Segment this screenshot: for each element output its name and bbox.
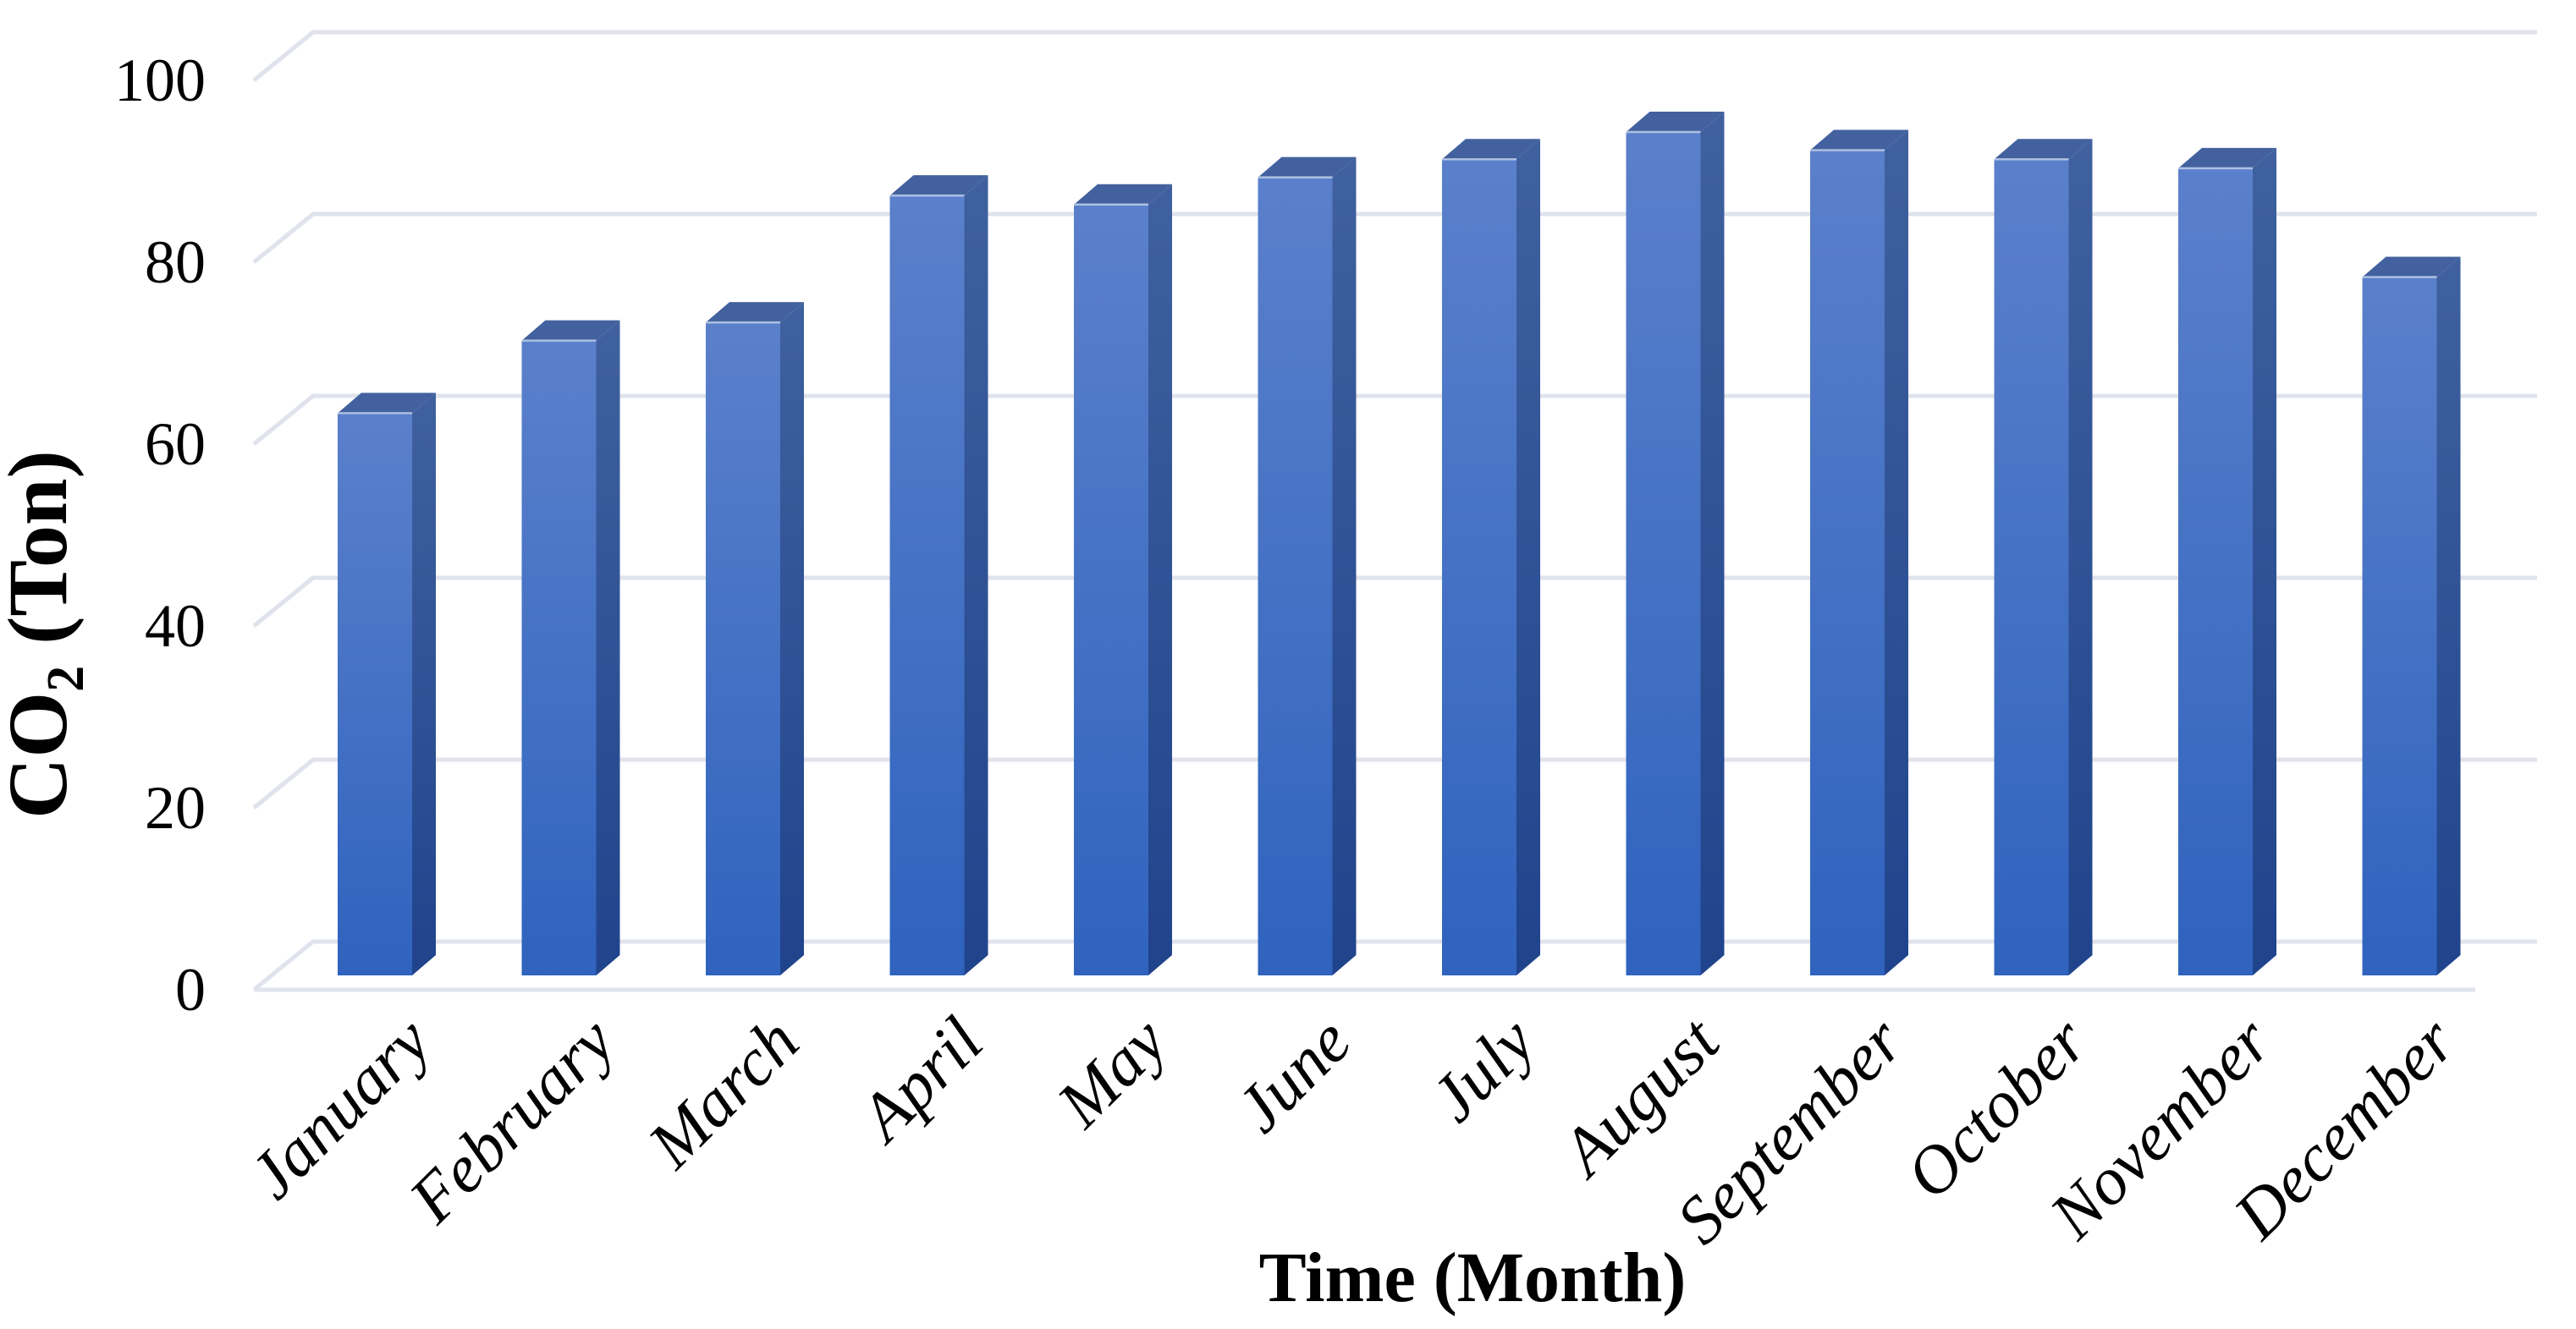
- bar-side-face: [1885, 129, 1908, 976]
- y-axis-title: CO2 (Ton): [0, 450, 95, 819]
- x-tick-label-april: April: [843, 1004, 997, 1158]
- bar-top-face: [1626, 112, 1725, 133]
- gridline-20: [252, 757, 2537, 810]
- bar-december: [2362, 256, 2461, 975]
- y-tick-label-80: 80: [145, 228, 206, 296]
- x-tick-label-june: June: [1222, 1004, 1365, 1147]
- bar-january: [338, 393, 436, 975]
- bar-front-face: [338, 413, 412, 975]
- bar-front-face: [706, 322, 780, 975]
- bar-top-face: [889, 175, 988, 196]
- bar-side-face: [1700, 112, 1725, 976]
- bar-side-face: [2436, 256, 2461, 975]
- bar-top-face: [2362, 256, 2461, 277]
- gridline-60: [252, 393, 2537, 446]
- bar-side-face: [2253, 147, 2276, 976]
- bar-front-face: [889, 195, 965, 975]
- bar-september: [1810, 129, 1908, 976]
- bar-march: [706, 302, 804, 975]
- gridline-80: [252, 211, 2537, 264]
- y-tick-label-60: 60: [145, 410, 206, 478]
- x-tick-label-july: July: [1417, 1003, 1549, 1136]
- y-axis-tick-labels: 0 20 40 60 80 100: [114, 47, 206, 1024]
- bar-june: [1258, 157, 1357, 975]
- bar-top-face: [1994, 139, 2093, 160]
- bar-series: [338, 112, 2461, 976]
- bar-top-face: [2178, 147, 2276, 168]
- x-tick-label-may: May: [1043, 1003, 1181, 1142]
- bar-july: [1442, 139, 1540, 975]
- x-tick-label-february: February: [395, 1003, 630, 1238]
- bar-top-face: [338, 393, 436, 414]
- bar-april: [889, 175, 988, 975]
- bar-side-face: [2068, 139, 2093, 975]
- bar-front-face: [1810, 150, 1885, 976]
- x-axis-title: Time (Month): [1259, 1238, 1687, 1317]
- bar-front-face: [1994, 159, 2069, 975]
- bar-top-face: [1258, 157, 1357, 178]
- bar-may: [1074, 184, 1172, 976]
- bar-top-face: [1074, 184, 1172, 205]
- bar-front-face: [2178, 167, 2253, 976]
- bar-side-face: [964, 175, 988, 975]
- y-tick-label-20: 20: [145, 774, 206, 842]
- gridline-0: [252, 939, 2537, 991]
- bar-top-face: [1442, 139, 1540, 160]
- bar-side-face: [1332, 157, 1357, 975]
- bar-front-face: [1626, 132, 1701, 976]
- y-tick-label-0: 0: [175, 956, 206, 1024]
- gridlines: [252, 30, 2537, 992]
- bar-front-face: [1074, 204, 1148, 976]
- bar-front-face: [2362, 277, 2437, 975]
- bar-side-face: [596, 320, 620, 976]
- bar-top-face: [1810, 129, 1908, 151]
- x-tick-label-march: March: [634, 1004, 813, 1183]
- y-tick-label-100: 100: [114, 47, 206, 114]
- y-tick-label-40: 40: [145, 592, 206, 660]
- bar-front-face: [521, 340, 597, 976]
- bar-front-face: [1258, 177, 1333, 975]
- gridline-100: [252, 30, 2537, 82]
- bar-november: [2178, 147, 2276, 976]
- bar-top-face: [521, 320, 620, 341]
- bar-side-face: [780, 302, 804, 975]
- bar-february: [521, 320, 620, 976]
- bar-side-face: [412, 393, 436, 975]
- bar-front-face: [1442, 159, 1516, 975]
- gridline-40: [252, 575, 2537, 628]
- bar-october: [1994, 139, 2093, 975]
- bar-top-face: [706, 302, 804, 323]
- bar-side-face: [1516, 139, 1540, 975]
- bar-august: [1626, 112, 1725, 976]
- bar-side-face: [1148, 184, 1172, 976]
